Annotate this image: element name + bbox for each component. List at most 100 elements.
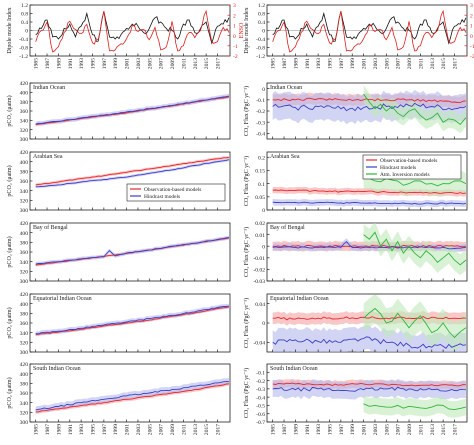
- flux-arabian-obs-band: [272, 186, 466, 197]
- pco2-arabian-y-axis-label: pCO₂ (μatm): [6, 165, 13, 196]
- enso-left-enso-tick-label-2: 1: [233, 24, 236, 30]
- flux-bengal-y-tick-label-3: -0.01: [253, 256, 265, 262]
- flux-south-plot-area: [272, 378, 467, 418]
- pco2-arabian-hind-band: [35, 158, 229, 189]
- flux-south-xtick-label-10: 2005: [384, 424, 390, 435]
- pco2-arabian-y-tick-label-4: 340: [20, 189, 29, 195]
- pco2-arabian-hind-line: [35, 159, 230, 188]
- enso-right-xtick-label-13: 2011: [418, 58, 424, 69]
- pco2-south-y-tick-label-4: 340: [20, 401, 29, 407]
- pco2-indian-y-tick-label-6: 300: [20, 137, 29, 143]
- enso-right-enso-tick-label-4: -1: [470, 44, 474, 50]
- flux-south-hind-line: [272, 386, 466, 392]
- flux-equatorial-y-tick-label-0: 0.04: [255, 302, 265, 308]
- enso-right-xtick-label-4: 1993: [316, 58, 322, 69]
- flux-south-inv-line: [363, 403, 467, 411]
- enso-right-enso-tick-label-0: 3: [470, 3, 473, 9]
- enso-left-dmi-tick-label-1: 0.8: [21, 12, 28, 18]
- pco2-south-y-axis-label: pCO₂ (μatm): [6, 377, 13, 408]
- enso-right-xtick-label-15: 2015: [441, 58, 447, 69]
- flux-south-xtick-label-16: 2017: [453, 424, 459, 435]
- pco2-equatorial-y-axis-label: pCO₂ (μatm): [6, 307, 13, 338]
- pco2-arabian-y-tick-label-6: 300: [20, 208, 29, 214]
- enso-left-dmi-tick-label-3: 0: [25, 29, 28, 35]
- pco2-equatorial-y-tick-label-4: 340: [20, 331, 29, 337]
- flux-arabian-title: Arabian Sea: [270, 154, 300, 160]
- enso-right-xtick-label-5: 1995: [328, 58, 334, 69]
- flux-south-obs-line: [272, 382, 466, 387]
- enso-right-dmi-axis-label: Dipole mode Index: [244, 7, 250, 53]
- pco2-arabian-y-tick-label-1: 400: [20, 160, 29, 166]
- enso-right-dmi-tick-label-2: 0.4: [258, 20, 265, 26]
- enso-left-xtick-label-16: 2017: [216, 58, 222, 69]
- pco2-south-xtick-label-6: 1997: [102, 424, 108, 435]
- pco2-south-xtick-label-5: 1995: [91, 424, 97, 435]
- flux-indian-hind-line: [272, 102, 467, 112]
- enso-right-enso-tick-label-2: 1: [470, 24, 473, 30]
- flux-south-xtick-label-14: 2013: [430, 424, 436, 435]
- enso-left-enso-line: [35, 9, 230, 53]
- enso-left-xtick-label-15: 2015: [204, 58, 210, 69]
- pco2-bengal-y-tick-label-5: 320: [20, 270, 29, 276]
- enso-left-xtick-label-12: 2009: [170, 58, 176, 69]
- enso-left-enso-axis-label: ENSO: [239, 22, 245, 38]
- pco2-south-hind-line: [35, 380, 229, 411]
- enso-left-dmi-tick-label-5: -0.8: [19, 46, 28, 52]
- flux-indian-obs-line: [272, 97, 466, 104]
- pco2-equatorial-plot-area: [35, 303, 229, 337]
- flux-arabian-legend-box: [362, 154, 462, 180]
- enso-left-xtick-label-3: 1991: [68, 58, 74, 69]
- flux-south-xtick-label-13: 2011: [418, 424, 424, 435]
- flux-bengal-frame: [266, 222, 468, 282]
- flux-bengal-y-tick-label-2: 0: [262, 244, 265, 250]
- pco2-bengal-y-axis-label: pCO₂ (μatm): [6, 236, 13, 267]
- pco2-south-xtick-label-15: 2015: [204, 424, 210, 435]
- pco2-arabian-title: Arabian Sea: [33, 154, 63, 160]
- flux-arabian-legend-label-inv: Atm. Inversion models: [380, 172, 430, 178]
- enso-right-enso-line: [272, 9, 467, 53]
- flux-south-y-tick-label-5: -0.6: [256, 412, 265, 418]
- enso-right-dmi-tick-label-0: 1.2: [258, 3, 265, 9]
- enso-right-dmi-tick-label-1: 0.8: [258, 12, 265, 18]
- pco2-bengal-y-tick-label-1: 400: [20, 231, 29, 237]
- enso-left-dmi-tick-label-2: 0.4: [21, 20, 28, 26]
- flux-bengal-y-tick-label-1: 0.01: [255, 233, 265, 239]
- pco2-equatorial-y-tick-label-1: 400: [20, 302, 29, 308]
- flux-equatorial-title: Equatorial Indian Ocean: [270, 296, 329, 302]
- pco2-equatorial-y-tick-label-2: 380: [20, 312, 29, 318]
- pco2-south-y-tick-label-3: 360: [20, 391, 29, 397]
- enso-left-xtick-label-9: 2003: [136, 58, 142, 69]
- pco2-arabian-legend-label-hind: Hindcast models: [144, 194, 180, 200]
- enso-left-xtick-label-6: 1997: [102, 58, 108, 69]
- pco2-indian-hind-band: [35, 93, 229, 127]
- flux-equatorial-obs-line: [272, 315, 466, 321]
- flux-arabian-legend-label-hind: Hindcast models: [380, 165, 416, 171]
- enso-left-xtick-label-13: 2011: [181, 58, 187, 69]
- flux-south-xtick-label-11: 2007: [396, 424, 402, 435]
- pco2-indian-y-tick-label-4: 340: [20, 119, 29, 125]
- flux-south-y-axis-label: CO₂ Flux (PgC yr⁻¹): [243, 368, 250, 418]
- pco2-south-xtick-label-14: 2013: [193, 424, 199, 435]
- flux-south-xtick-label-7: 1999: [350, 424, 356, 435]
- pco2-arabian-legend-box: [126, 183, 226, 202]
- pco2-south-xtick-label-4: 1993: [79, 424, 85, 435]
- pco2-south-title: South Indian Ocean: [33, 366, 81, 372]
- enso-right-xtick-label-14: 2013: [430, 58, 436, 69]
- flux-equatorial-hind-line: [272, 336, 466, 349]
- pco2-bengal-title: Bay of Bengal: [33, 224, 68, 231]
- enso-left-xtick-label-0: 1985: [34, 58, 40, 69]
- pco2-south-xtick-label-11: 2007: [159, 424, 165, 435]
- enso-right-enso-tick-label-3: 0: [470, 34, 473, 40]
- flux-south-y-tick-label-0: -0.1: [256, 370, 265, 376]
- enso-left-xtick-label-10: 2005: [147, 58, 153, 69]
- enso-left-xtick-label-4: 1993: [79, 58, 85, 69]
- pco2-indian-plot-area: [35, 93, 229, 127]
- pco2-equatorial-y-tick-label-0: 420: [20, 292, 29, 298]
- flux-arabian-hind-line: [272, 201, 466, 205]
- enso-right-xtick-label-6: 1997: [339, 58, 345, 69]
- flux-equatorial-y-tick-label-2: -0.04: [253, 341, 265, 347]
- pco2-south-xtick-label-9: 2003: [136, 424, 142, 435]
- flux-south-xtick-label-12: 2009: [407, 424, 413, 435]
- pco2-indian-y-tick-label-0: 420: [20, 81, 29, 87]
- pco2-south-xtick-label-7: 1999: [113, 424, 119, 435]
